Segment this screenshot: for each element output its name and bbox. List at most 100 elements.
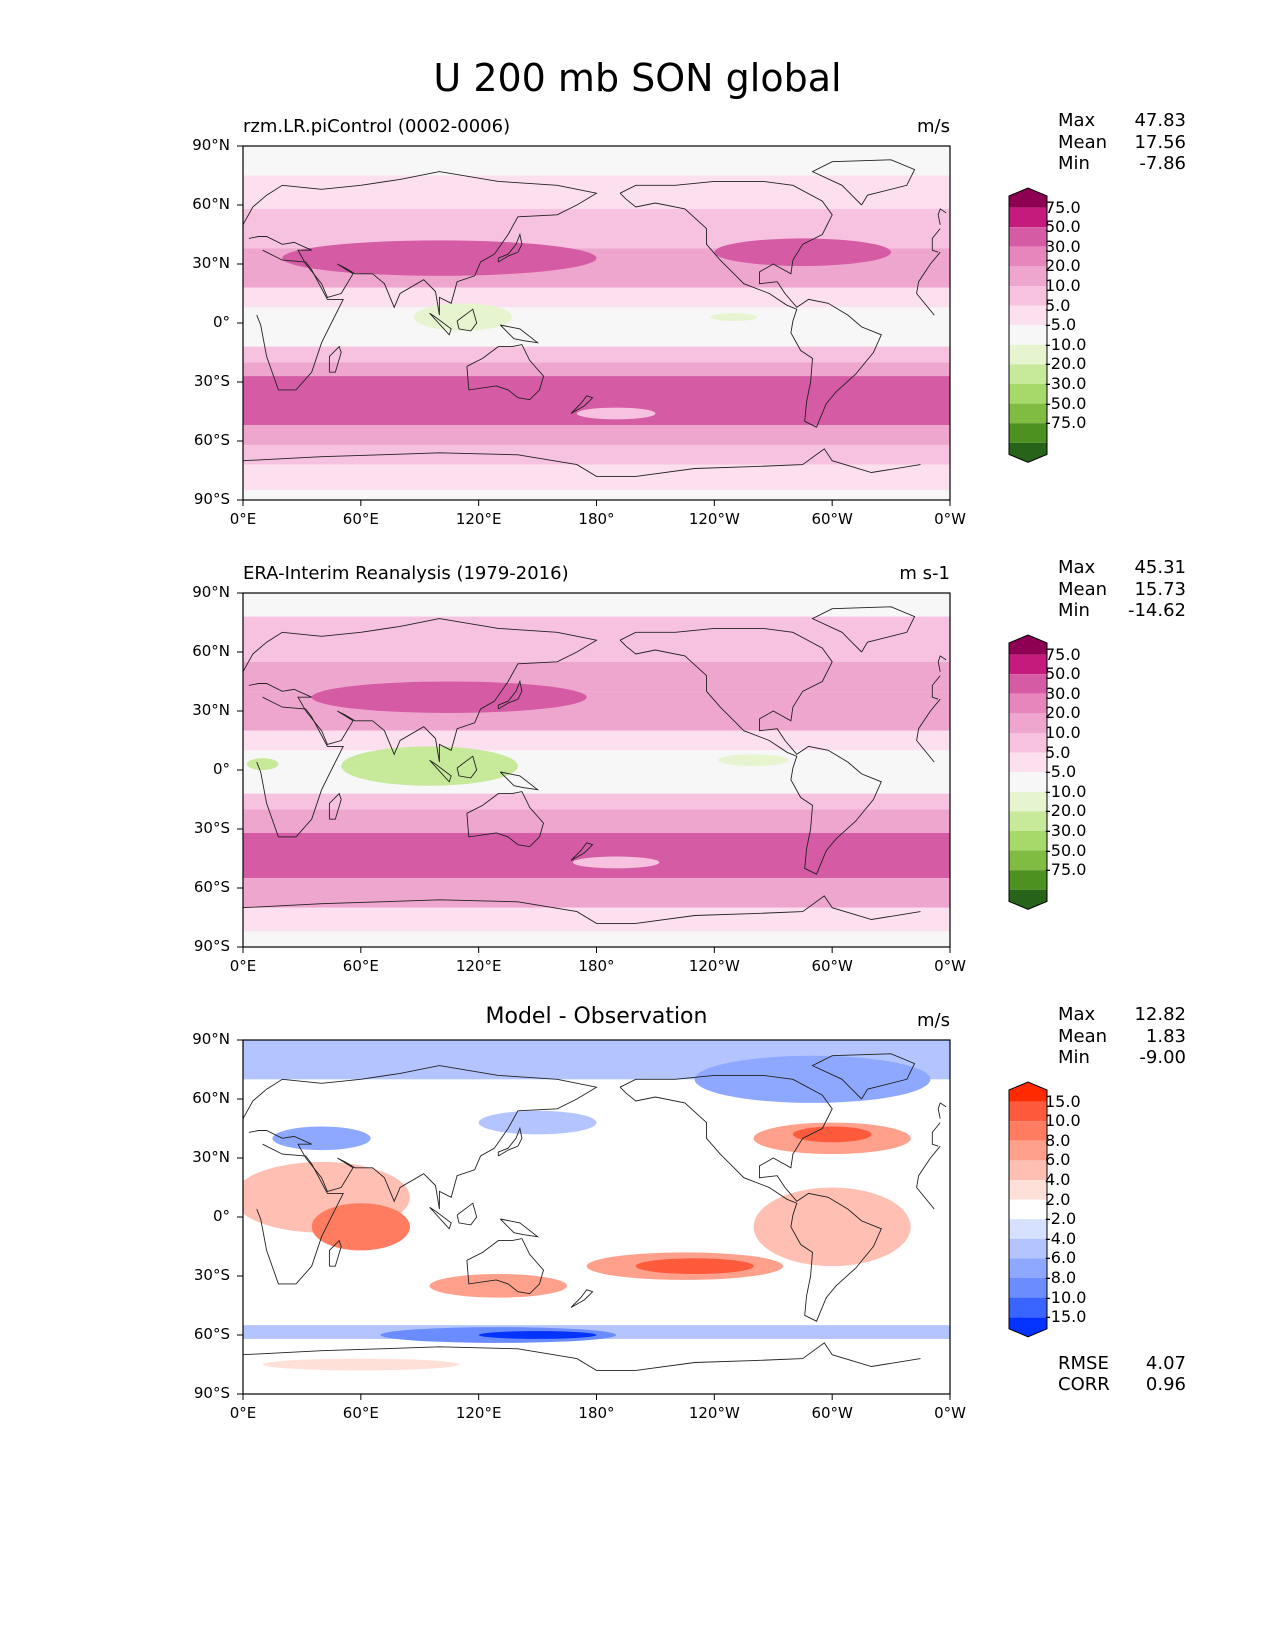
colorbar-label: -20.0 <box>1045 354 1087 374</box>
coastline <box>811 159 916 206</box>
coastline <box>499 324 540 344</box>
colorbar-swatch <box>1009 713 1047 733</box>
contour-region <box>243 809 950 833</box>
x-tick-label: 120°W <box>688 510 740 528</box>
stat-value: 4.07 <box>1145 1352 1186 1374</box>
units-label: m s-1 <box>899 563 950 584</box>
stat-value: -7.86 <box>1139 153 1186 174</box>
stat-mean: Mean 17.56 <box>1058 132 1186 154</box>
coastline <box>256 1143 344 1285</box>
contour-region <box>243 616 950 662</box>
map-plot <box>237 592 951 953</box>
colorbar-swatch <box>1009 266 1047 286</box>
x-tick-label: 0°E <box>229 957 257 975</box>
coastline <box>456 308 478 332</box>
contour-region <box>478 1331 597 1339</box>
x-tick-label: 60°W <box>811 510 853 528</box>
colorbar-swatch <box>1009 246 1047 267</box>
coastline <box>619 180 882 428</box>
colorbar-swatch <box>1009 207 1047 228</box>
contour-field <box>243 1040 950 1394</box>
colorbar-swatch <box>1009 811 1047 831</box>
colorbar-outline <box>1008 1081 1048 1338</box>
colorbar-label: -50.0 <box>1045 840 1087 860</box>
coastline <box>243 1342 921 1371</box>
colorbar-swatch <box>1009 383 1047 404</box>
y-tick-label: 30°N <box>192 701 230 719</box>
colorbar-label: 20.0 <box>1045 256 1081 276</box>
coastline <box>256 696 344 838</box>
colorbar-swatch <box>1009 1140 1047 1161</box>
stat-value: 1.83 <box>1145 1025 1186 1047</box>
colorbar-swatch <box>1009 187 1047 208</box>
contour-region <box>718 754 789 767</box>
colorbar-swatch <box>1009 423 1047 443</box>
colorbar-label: 2.0 <box>1045 1189 1071 1209</box>
stats-box: Max 45.31 Mean 15.73 Min -14.62 <box>1058 557 1186 622</box>
x-tick-label: 120°W <box>688 957 740 975</box>
coastline <box>456 1202 478 1226</box>
coastline <box>429 312 452 336</box>
contour-region <box>282 240 597 276</box>
colorbar-label: 30.0 <box>1045 683 1081 703</box>
coastlines <box>243 1053 947 1371</box>
colorbar-swatch <box>1009 364 1047 384</box>
stat-value: 0.96 <box>1145 1374 1186 1396</box>
colorbar-label: 5.0 <box>1045 295 1071 315</box>
contour-region <box>694 1055 931 1103</box>
y-tick-label: 90°S <box>193 490 230 508</box>
x-tick-label: 120°E <box>455 510 502 528</box>
colorbar-swatch <box>1009 1238 1047 1259</box>
coastline <box>243 1065 598 1210</box>
colorbar-swatch <box>1009 732 1047 753</box>
colorbar-outline <box>1008 634 1048 910</box>
contour-region <box>243 464 950 491</box>
coastline <box>466 791 545 848</box>
contour-field <box>243 593 950 947</box>
contour-region <box>792 1126 872 1143</box>
coastline <box>497 679 523 710</box>
colorbar-swatch <box>1009 1121 1047 1141</box>
coastline <box>916 1187 935 1210</box>
colorbar <box>1008 187 1048 463</box>
contour-region <box>243 832 950 879</box>
colorbar-swatch <box>1009 654 1047 675</box>
coastline <box>456 755 478 779</box>
map-panel-model: 0°E 60°E 120°E 180° 120°W 60°W 0°W 90°N 60°N 30°N… <box>0 110 1275 561</box>
contour-region <box>311 1203 410 1251</box>
contour-region <box>243 346 950 363</box>
contour-region <box>341 746 518 786</box>
coastline <box>937 208 947 225</box>
y-tick-label: 60°S <box>193 878 230 896</box>
colorbar-label: -4.0 <box>1045 1228 1077 1248</box>
coastline <box>243 618 598 763</box>
colorbar-swatch <box>1009 1082 1047 1102</box>
stats-box: Max 12.82 Mean 1.83 Min -9.00 <box>1058 1004 1186 1069</box>
stats-box: Max 47.83 Mean 17.56 Min -7.86 <box>1058 110 1186 175</box>
coastline <box>937 1102 947 1119</box>
stat-label: Mean <box>1058 1025 1108 1047</box>
stat-label: Mean <box>1058 578 1108 600</box>
colorbar-label: -5.0 <box>1045 315 1077 335</box>
coastline <box>916 293 935 316</box>
colorbar-label: -8.0 <box>1045 1268 1077 1287</box>
contour-region <box>478 1110 597 1135</box>
colorbar-swatch <box>1009 1297 1047 1318</box>
units-label: m/s <box>917 1010 950 1031</box>
colorbar-swatch <box>1009 442 1047 463</box>
map-plot <box>237 145 951 506</box>
stat-min: Min -7.86 <box>1058 153 1186 175</box>
y-tick-label: 90°N <box>192 1030 230 1048</box>
colorbar-swatch <box>1009 325 1047 345</box>
contour-region <box>429 1274 568 1298</box>
contour-region <box>576 407 656 420</box>
stat-value: 12.82 <box>1134 1004 1186 1025</box>
coastline <box>256 249 344 391</box>
colorbar-label: -5.0 <box>1045 762 1077 782</box>
colorbar-swatch <box>1009 1219 1047 1239</box>
colorbar-swatch <box>1009 227 1047 247</box>
colorbar <box>1008 634 1048 910</box>
y-tick-label: 60°N <box>192 195 230 213</box>
stat-value: 45.31 <box>1134 557 1186 578</box>
coastline <box>243 895 921 924</box>
